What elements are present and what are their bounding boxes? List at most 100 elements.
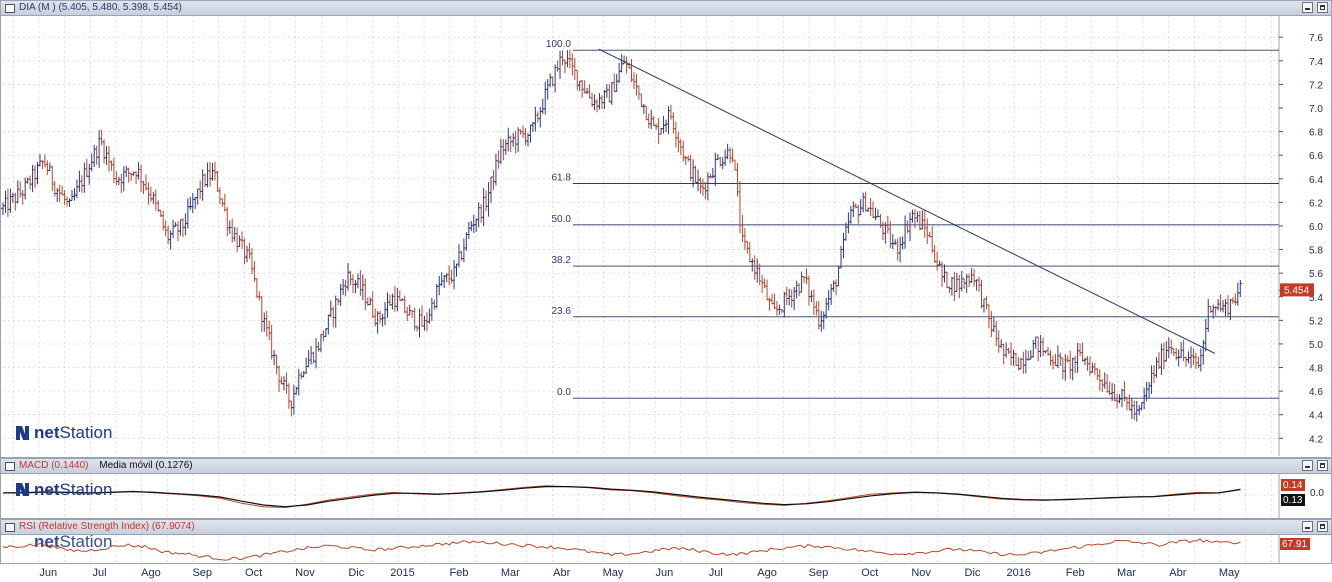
ohlc-bar xyxy=(124,165,129,177)
ohlc-bar xyxy=(331,306,336,328)
panel-menu-icon[interactable] xyxy=(5,523,15,532)
ohlc-bar xyxy=(540,98,545,114)
y-tick-label: 7.2 xyxy=(1309,80,1323,91)
ohlc-bar xyxy=(1149,365,1154,394)
ohlc-bar xyxy=(792,286,797,311)
ohlc-bar xyxy=(846,212,851,234)
ohlc-bar xyxy=(183,213,188,236)
ohlc-bar xyxy=(1100,378,1105,393)
x-tick-label: Ago xyxy=(757,567,777,579)
rsi-panel[interactable]: RSI (Relative Strength Index) (67.9074) … xyxy=(0,519,1332,564)
ohlc-bar xyxy=(940,261,945,287)
ohlc-bar xyxy=(755,258,760,283)
ohlc-bar xyxy=(148,186,153,202)
ohlc-bar xyxy=(178,219,183,236)
netstation-logo-small: netStation xyxy=(34,535,112,551)
y-tick-label: 4.2 xyxy=(1309,434,1323,445)
panel-menu-icon[interactable] xyxy=(5,462,15,471)
price-chart[interactable]: 7.6 7.4 7.2 7.0 6.8 6.6 6.4 6.2 6.0 5.8 5.6 5.4 5.2 5… xyxy=(1,16,1331,458)
x-tick-label: Oct xyxy=(861,567,879,579)
ohlc-bar xyxy=(858,198,863,216)
ohlc-bar xyxy=(479,204,484,223)
ohlc-bar xyxy=(841,232,846,259)
ohlc-bar xyxy=(535,111,540,123)
ohlc-bar xyxy=(656,118,661,144)
last-price-label: 5.454 xyxy=(1284,285,1309,296)
ohlc-bar xyxy=(797,283,802,297)
rsi-panel-titlebar: RSI (Relative Strength Index) (67.9074) xyxy=(1,520,1331,535)
ohlc-bar xyxy=(1196,356,1201,369)
ohlc-bar xyxy=(496,150,501,169)
ohlc-bar xyxy=(767,297,772,311)
ohlc-bar xyxy=(585,87,590,95)
ohlc-bar xyxy=(700,178,705,196)
ohlc-bar xyxy=(82,162,87,193)
ohlc-bar xyxy=(750,258,755,272)
ohlc-bar xyxy=(1004,342,1009,358)
ohlc-bar xyxy=(930,226,935,254)
price-panel[interactable]: DIA (M ) (5.405, 5.480, 5.398, 5.454) 7.… xyxy=(0,0,1332,458)
ohlc-bar xyxy=(1124,396,1129,411)
ohlc-bar xyxy=(868,198,873,217)
y-tick-label: 5.4 xyxy=(1309,293,1323,304)
ohlc-bar xyxy=(60,185,65,196)
ohlc-bar xyxy=(79,175,84,193)
ohlc-bar xyxy=(804,268,809,285)
ohlc-bar xyxy=(1013,353,1018,367)
fib-level-label: 0.0 xyxy=(557,387,571,398)
ohlc-bar xyxy=(1161,342,1166,370)
minimize-button[interactable] xyxy=(1302,2,1313,13)
ohlc-bar xyxy=(570,53,575,76)
ohlc-bar xyxy=(649,109,654,130)
ohlc-bar xyxy=(843,222,848,241)
fibonacci-retracement: 100.0 61.8 50.0 38.2 23.6 0.0 xyxy=(546,39,1279,399)
ohlc-bar xyxy=(631,72,636,90)
ohlc-bar xyxy=(461,238,466,263)
ohlc-bar xyxy=(10,192,15,203)
macd-panel[interactable]: MACD (0.1440) Media móvil (0.1276) 0.14 … xyxy=(0,458,1332,519)
ohlc-bar xyxy=(1055,345,1060,369)
ohlc-bar xyxy=(72,188,77,201)
maximize-button[interactable] xyxy=(1317,2,1328,13)
ohlc-bar xyxy=(772,293,777,309)
ohlc-bar xyxy=(232,226,237,242)
fib-level-label: 23.6 xyxy=(551,306,571,317)
ohlc-bar xyxy=(698,177,703,194)
ohlc-bar xyxy=(816,300,821,330)
ohlc-bar xyxy=(668,104,673,120)
macd-signal-title: Media móvil (0.1276) xyxy=(99,460,193,471)
rsi-chart[interactable]: netStation 67.91 xyxy=(1,535,1331,564)
ohlc-bar xyxy=(513,130,518,154)
x-tick-label: Ago xyxy=(141,567,161,579)
signal-value-label: 0.13 xyxy=(1283,495,1303,506)
ohlc-bar xyxy=(358,269,363,296)
time-axis[interactable] xyxy=(0,563,1332,582)
price-y-axis: 7.6 7.4 7.2 7.0 6.8 6.6 6.4 6.2 6.0 5.8 5.6 5.4 5.2 5… xyxy=(1278,16,1323,456)
ohlc-bar xyxy=(434,283,439,309)
ohlc-bar xyxy=(225,207,230,237)
ohlc-bar xyxy=(119,173,124,193)
ohlc-bar xyxy=(28,175,33,190)
minimize-button[interactable] xyxy=(1302,460,1313,471)
ohlc-bar xyxy=(774,301,779,316)
ohlc-bar xyxy=(264,310,269,337)
ohlc-bar xyxy=(109,160,114,171)
ohlc-bar xyxy=(498,138,503,165)
ohlc-bar xyxy=(346,263,351,291)
ohlc-bar xyxy=(696,169,701,192)
ohlc-bar xyxy=(422,315,427,331)
ohlc-bar xyxy=(1134,400,1139,422)
panel-menu-icon[interactable] xyxy=(5,4,15,13)
ohlc-bar xyxy=(5,188,10,217)
ohlc-bar xyxy=(476,202,481,228)
ohlc-bar xyxy=(977,276,982,292)
minimize-button[interactable] xyxy=(1302,521,1313,532)
ohlc-bar xyxy=(1198,348,1203,372)
ohlc-bar xyxy=(1235,282,1240,306)
maximize-button[interactable] xyxy=(1317,460,1328,471)
ohlc-bar xyxy=(639,93,644,108)
x-tick-label: Dic xyxy=(964,567,981,579)
maximize-button[interactable] xyxy=(1317,521,1328,532)
x-tick-label: Abr xyxy=(553,567,571,579)
macd-chart[interactable]: 0.14 0.13 0.0 netStation xyxy=(1,474,1331,519)
